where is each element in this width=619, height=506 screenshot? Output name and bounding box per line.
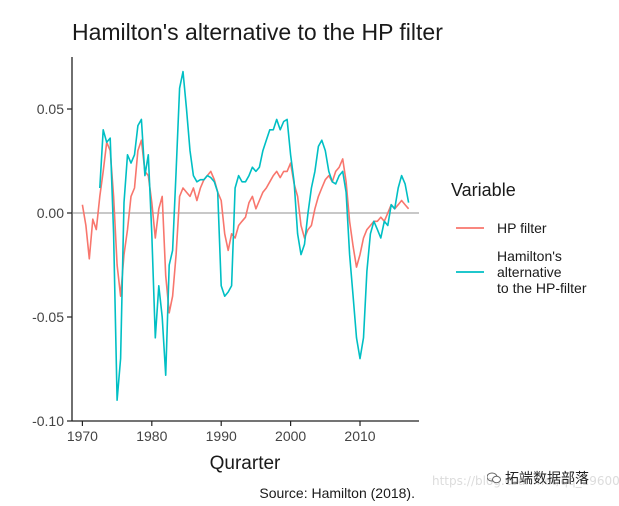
x-axis-ticks: 1970 1980 1990 2000 2010 bbox=[67, 421, 376, 444]
legend-label: Hamilton's bbox=[497, 248, 562, 264]
x-tick-label: 2000 bbox=[275, 428, 306, 444]
plot-area: 0.05 0.00 -0.05 -0.10 1970 1980 1990 2000 2010 bbox=[32, 57, 419, 444]
series-line-hamilton bbox=[99, 70, 410, 401]
x-tick-label: 1980 bbox=[136, 428, 167, 444]
y-tick-label: 0.05 bbox=[37, 101, 64, 117]
watermark-brand: 拓端数据部落 bbox=[505, 471, 589, 487]
y-tick-label: 0.00 bbox=[37, 205, 64, 221]
legend-title: Variable bbox=[451, 180, 516, 200]
x-tick-label: 1970 bbox=[67, 428, 98, 444]
legend-label: to the HP-filter bbox=[497, 280, 587, 296]
series-line-hp-filter bbox=[81, 139, 410, 314]
legend: Variable HP filter Hamilton'salternativet… bbox=[451, 180, 587, 296]
legend-label: alternative bbox=[497, 264, 562, 280]
y-tick-label: -0.10 bbox=[32, 413, 64, 429]
x-tick-label: 2010 bbox=[344, 428, 375, 444]
wechat-icon bbox=[487, 472, 501, 484]
y-tick-label: -0.05 bbox=[32, 309, 64, 325]
chart-title: Hamilton's alternative to the HP filter bbox=[72, 19, 443, 45]
legend-label: HP filter bbox=[497, 220, 547, 236]
y-axis-ticks: 0.05 0.00 -0.05 -0.10 bbox=[32, 101, 72, 429]
caption: Source: Hamilton (2018). bbox=[259, 485, 415, 501]
watermark-url: https://blog.csdn.net/qq_19600291 bbox=[432, 474, 619, 488]
series-group bbox=[81, 70, 410, 401]
x-axis-label: Qurarter bbox=[210, 453, 281, 474]
x-tick-label: 1990 bbox=[206, 428, 237, 444]
